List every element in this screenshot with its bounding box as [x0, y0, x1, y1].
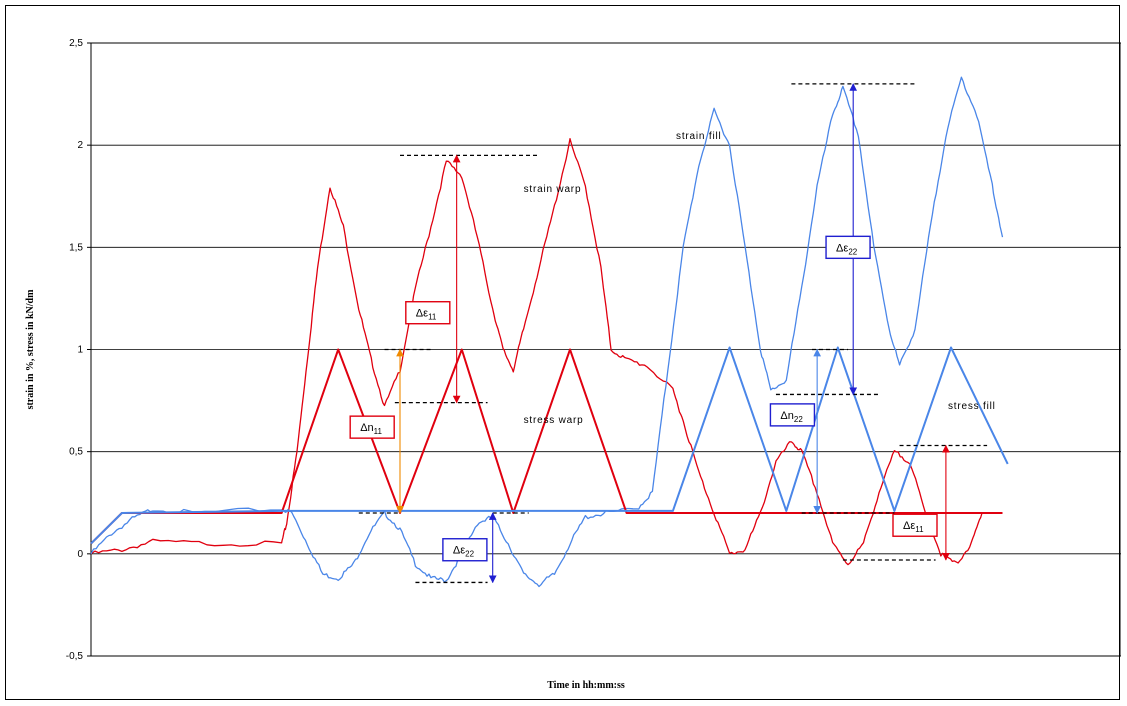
stress-warp-line [90, 348, 1003, 545]
y-tick-label: 2,5 [69, 38, 83, 49]
delta-eps11-label: Δε11 [416, 308, 437, 322]
chart-frame: 2,5 2 1,5 1 0,5 0 -0,5 strain in %, stress in k… [5, 5, 1121, 700]
y-tick-label: 0,5 [69, 447, 83, 458]
stress-fill-line [90, 346, 1009, 545]
strain-fill-label: strain fill [676, 131, 721, 142]
y-tick-label: -0,5 [66, 651, 84, 662]
delta-eps22-label-right: Δε22 [836, 242, 858, 256]
delta-eps11-label-right-box [892, 513, 938, 537]
strain-warp-line [90, 138, 983, 566]
delta-n22-label-box [769, 403, 816, 427]
y-tick-label: 1 [77, 345, 83, 356]
y-tick-label: 2 [77, 140, 83, 151]
delta-eps22-label: Δε22 [453, 545, 475, 559]
x-axis-title: Time in hh:mm:ss [547, 680, 625, 691]
delta-n11-label-box [349, 415, 395, 439]
y-tick-label: 1,5 [69, 242, 83, 253]
delta-eps11-label-right: Δε11 [903, 520, 924, 534]
y-axis-title: strain in %, stress in kN/dm [25, 289, 36, 410]
stress-fill-label: stress fill [948, 401, 996, 412]
delta-eps22-label-box [442, 538, 488, 562]
chart: 2,5 2 1,5 1 0,5 0 -0,5 strain in %, stress in k… [25, 38, 1121, 691]
delta-eps22-label-right-box [825, 235, 871, 260]
delta-eps11-label-box [405, 301, 451, 325]
y-tick-label: 0 [77, 549, 83, 560]
delta-n11-label: Δn11 [360, 422, 382, 436]
strain-warp-label: strain warp [524, 184, 582, 195]
stress-warp-label: stress warp [524, 415, 584, 426]
delta-n22-label: Δn22 [780, 410, 803, 424]
